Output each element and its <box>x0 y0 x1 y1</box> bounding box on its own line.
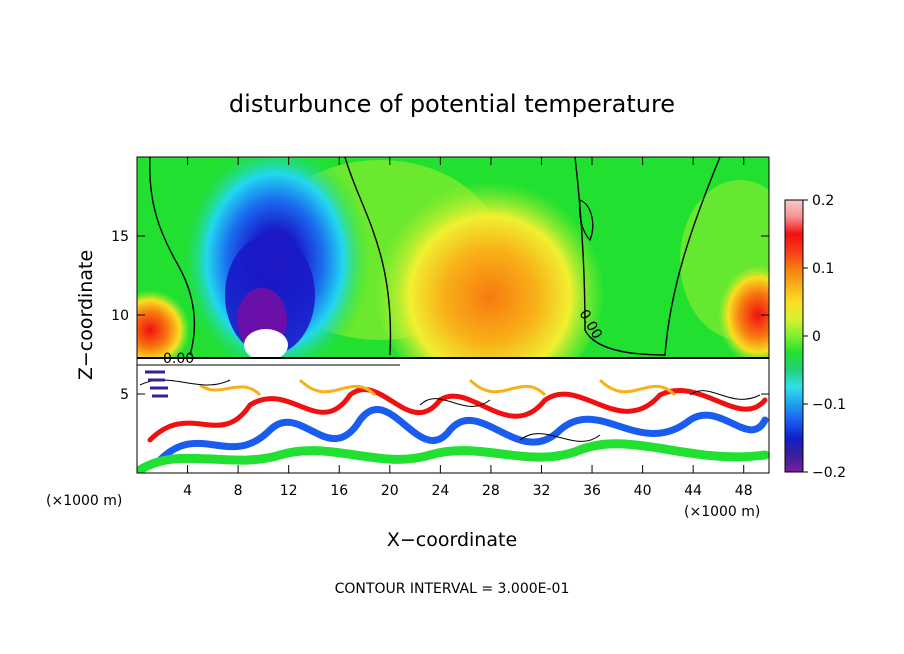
y-tick-label: 5 <box>120 387 129 403</box>
left-warm-band <box>137 290 190 370</box>
x-tick-label: 32 <box>533 483 551 499</box>
colorbar-tick-label: 0.1 <box>812 261 834 277</box>
contour-label-left: 0.00 <box>163 351 194 367</box>
x-tick-label: 48 <box>735 483 753 499</box>
contour-interval-note: CONTOUR INTERVAL = 3.000E-01 <box>335 581 570 597</box>
y-tick-label: 15 <box>111 229 129 245</box>
cold-stripes-left <box>145 370 168 398</box>
x-unit-label: (×1000 m) <box>684 504 760 520</box>
x-tick-label: 16 <box>330 483 348 499</box>
x-tick-label: 40 <box>634 483 652 499</box>
x-tick-label: 12 <box>280 483 298 499</box>
turbulent-swirls-orange <box>199 378 677 397</box>
colorbar-swatch <box>784 199 804 473</box>
zero-contour-small <box>578 199 594 242</box>
turbulent-contours <box>139 379 761 442</box>
x-tick-label: 44 <box>684 483 702 499</box>
cold-anomaly-white <box>244 329 288 361</box>
turbulent-swirls-green <box>137 439 769 473</box>
y-axis-title: Z−coordinate <box>75 250 97 380</box>
z-unit-label: (×1000 m) <box>46 493 122 509</box>
colorbar-tick-label: −0.2 <box>812 465 846 481</box>
x-tick-label: 4 <box>183 483 192 499</box>
colorbar-ticks: 0.2 0.1 0 −0.1 −0.2 <box>803 193 846 481</box>
chart-title: disturbunce of potential temperature <box>229 90 675 118</box>
x-axis: 4 8 12 16 20 24 28 32 36 40 44 48 <box>183 157 753 499</box>
turbulent-swirls-red <box>147 386 768 443</box>
x-tick-label: 8 <box>234 483 243 499</box>
warm-anomaly-right <box>718 265 769 365</box>
zero-contour-left <box>149 157 392 356</box>
warm-anomaly <box>375 170 605 400</box>
colorbar-tick-label: 0 <box>812 329 821 345</box>
plot-area <box>137 157 769 473</box>
x-tick-label: 36 <box>583 483 601 499</box>
y-axis: 5 10 15 <box>111 229 769 403</box>
colorbar-tick-label: 0.2 <box>812 193 834 209</box>
y-tick-label: 10 <box>111 308 129 324</box>
colorbar-tick-label: −0.1 <box>812 397 846 413</box>
x-axis-title: X−coordinate <box>387 529 517 551</box>
x-tick-label: 20 <box>381 483 399 499</box>
x-tick-label: 28 <box>482 483 500 499</box>
zero-contour-right <box>574 157 721 356</box>
colorbar: 0.2 0.1 0 −0.1 −0.2 <box>784 193 846 481</box>
turbulent-swirls <box>156 406 769 464</box>
x-tick-label: 24 <box>431 483 449 499</box>
